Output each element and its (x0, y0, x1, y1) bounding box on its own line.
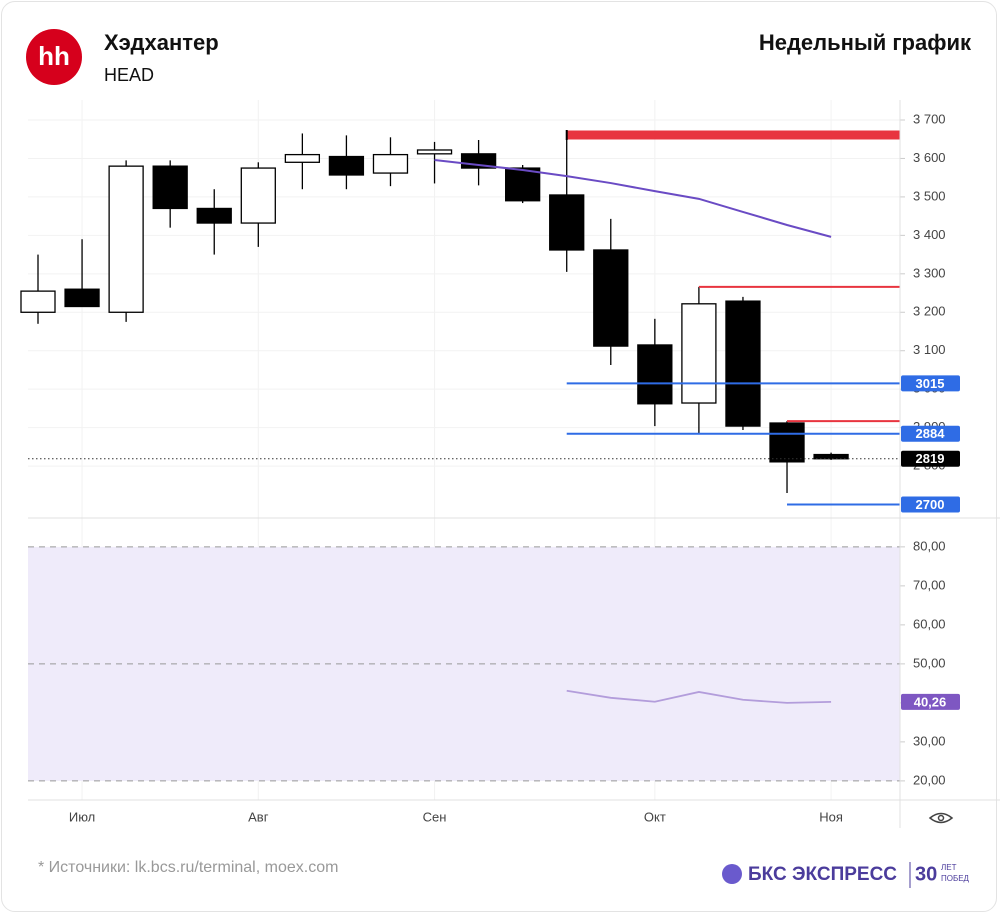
rsi-line (566, 689, 832, 704)
candle-body (416, 149, 453, 155)
y-tick-label: 30,00 (913, 733, 946, 748)
candle-body (372, 153, 409, 174)
brand-icon (722, 864, 742, 884)
y-tick-label: 3 600 (913, 150, 946, 165)
eye-icon[interactable] (928, 812, 954, 824)
x-tick-label: Ноя (819, 809, 843, 824)
x-tick-label: Июл (69, 809, 95, 824)
candle-body (196, 207, 232, 224)
years-word: ЛЕТ (941, 863, 957, 872)
y-tick-label: 3 500 (913, 188, 946, 203)
price-tag-label: 2819 (916, 451, 945, 466)
price-tag (901, 425, 960, 442)
x-tick-label: Сен (423, 809, 447, 824)
price-tag (901, 496, 960, 513)
candle-body (152, 165, 188, 210)
candle-body (505, 167, 541, 202)
y-tick-label: 60,00 (913, 616, 946, 631)
y-tick-label: 3 700 (913, 111, 946, 126)
candle-body (108, 165, 144, 313)
logo-text: hh (38, 41, 70, 71)
moving-average (434, 158, 832, 238)
x-tick-label: Авг (248, 809, 269, 824)
logo-circle (26, 29, 82, 85)
price-tag-label: 2700 (916, 497, 945, 512)
y-tick-label: 70,00 (913, 577, 946, 592)
y-tick-label: 3 200 (913, 304, 946, 319)
candle-body (637, 344, 673, 405)
candle-body (593, 249, 629, 347)
y-tick-label: 20,00 (913, 772, 946, 787)
candle-body (240, 167, 276, 224)
candle-body (549, 194, 585, 251)
y-tick-label: 3 100 (913, 342, 946, 357)
y-tick-label: 3 400 (913, 227, 946, 242)
price-tag-label: 3015 (916, 376, 945, 391)
price-tag-label: 40,26 (914, 694, 947, 709)
years: 30 (915, 863, 937, 885)
title: Хэдхантер (104, 30, 219, 55)
price-tag (901, 375, 960, 392)
price-tag (901, 693, 960, 710)
ticker: HEAD (104, 65, 154, 85)
candle-body (64, 288, 100, 308)
candle-body (20, 290, 56, 313)
brand: БКС ЭКСПРЕСС (748, 864, 897, 885)
candle-body (284, 153, 321, 163)
years-word: ПОБЕД (941, 874, 970, 883)
y-tick-label: 3 300 (913, 265, 946, 280)
candle-body (725, 300, 761, 427)
candle-body (328, 155, 365, 176)
period: Недельный график (759, 30, 972, 55)
x-tick-label: Окт (644, 809, 666, 824)
candle-body (813, 453, 849, 460)
y-tick-label: 50,00 (913, 655, 946, 670)
source: * Источники: lk.bcs.ru/terminal, moex.co… (38, 859, 338, 876)
price-tag (901, 450, 960, 467)
y-tick-label: 80,00 (913, 538, 946, 553)
candle-body (681, 303, 717, 404)
price-tag-label: 2884 (916, 426, 946, 441)
candle-body (769, 422, 805, 463)
